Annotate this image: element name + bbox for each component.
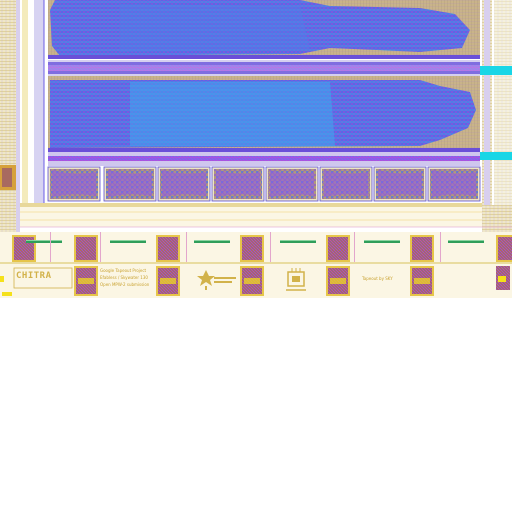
io-pad-row [0,232,512,298]
std-cell-block [47,166,101,202]
std-cell-block [427,166,481,202]
io-pad-lower [410,266,434,296]
pin-strip [364,240,400,243]
io-pad [240,235,264,262]
io-pad-lower [156,266,180,296]
pin-strip [448,240,484,243]
std-cell-block [211,166,265,202]
chip-layout-viewport[interactable]: CHITRA Google Tapeout Project Efabless /… [0,0,512,298]
io-pad [12,235,36,262]
std-cell-block [373,166,427,202]
silkscreen-line-1: Google Tapeout Project [100,268,147,273]
silkscreen-right-label: Tapeout by SKY [362,276,393,281]
std-cell-block [157,166,211,202]
pin-strip [280,240,316,243]
silkscreen-line-3: Open MPW-2 submission [100,282,150,287]
io-pad-lower [240,266,264,296]
std-cell-block [103,166,157,202]
std-cell-block [265,166,319,202]
std-cell-block [319,166,373,202]
macro-block-top [48,0,480,59]
io-pad [74,235,98,262]
silkscreen-line-2: Efabless / Skywater 130 [100,275,148,280]
logo-text: CHITRA [16,271,52,281]
pin-strip [194,240,230,243]
io-pad-lower [74,266,98,296]
pin-strip [26,240,62,243]
pin-strip [110,240,146,243]
io-pad [410,235,434,262]
chip-layout-canvas [0,0,512,298]
macro-block-middle [48,76,480,152]
chip-logo-icon [286,268,306,291]
io-pad [496,235,512,262]
std-cell-row [47,166,481,202]
design-logo-icon [197,270,236,290]
io-pad-lower [326,266,350,296]
io-pad [156,235,180,262]
io-pad [326,235,350,262]
left-io-ring [0,0,16,232]
logo-frame [13,267,73,289]
